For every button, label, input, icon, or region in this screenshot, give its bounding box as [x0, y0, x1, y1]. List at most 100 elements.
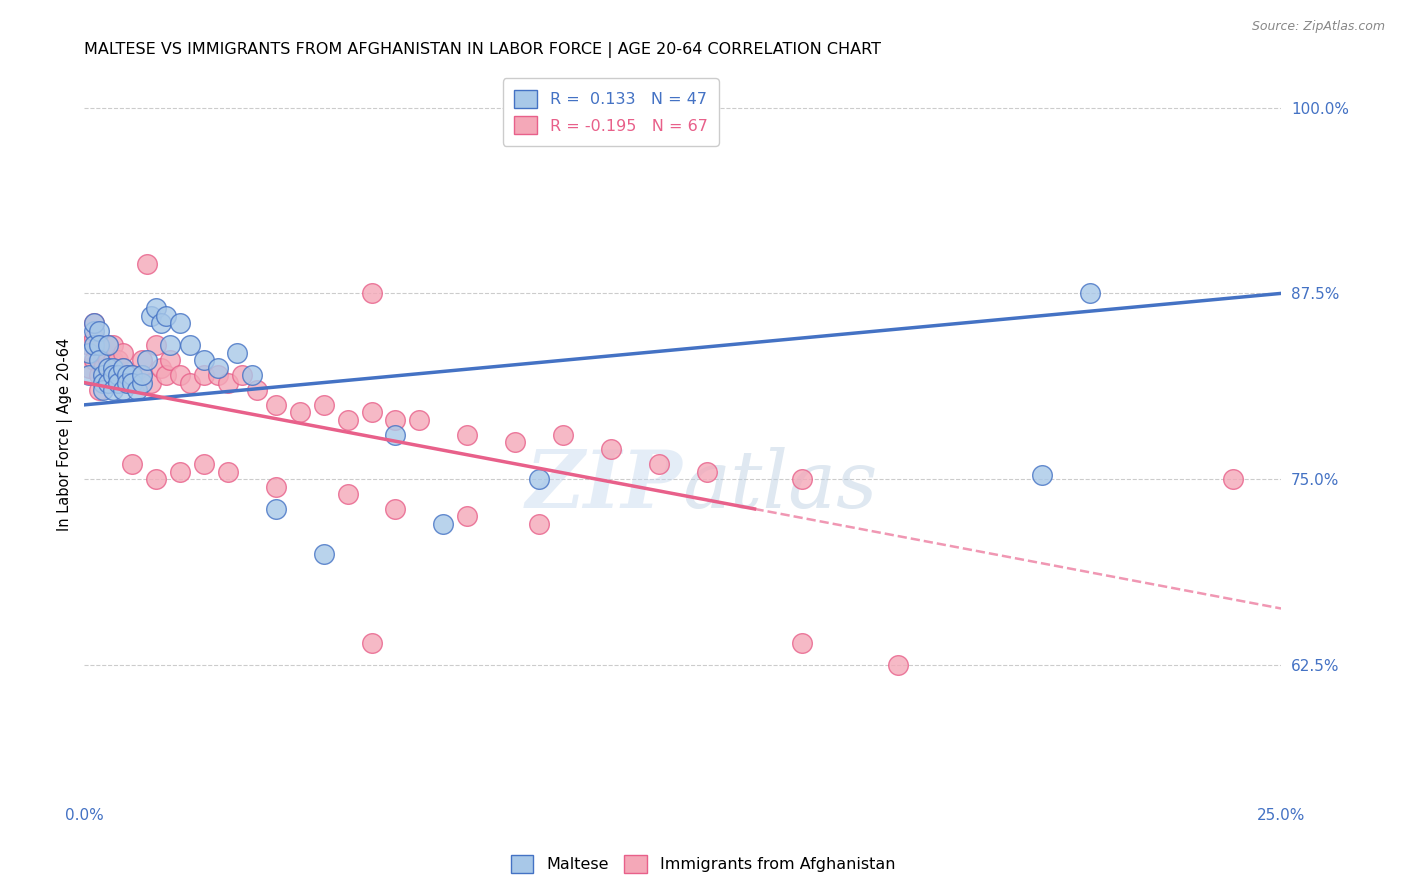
Point	[97, 338, 120, 352]
Point	[193, 353, 215, 368]
Point	[207, 368, 229, 383]
Point	[360, 405, 382, 419]
Point	[141, 309, 163, 323]
Point	[111, 346, 134, 360]
Point	[125, 383, 148, 397]
Point	[169, 316, 191, 330]
Point	[101, 383, 124, 397]
Point	[77, 338, 100, 352]
Point	[97, 353, 120, 368]
Point	[145, 338, 167, 352]
Point	[101, 360, 124, 375]
Point	[135, 353, 157, 368]
Point	[288, 405, 311, 419]
Point	[155, 368, 177, 383]
Point	[117, 376, 139, 390]
Point	[135, 257, 157, 271]
Point	[131, 368, 153, 383]
Point	[83, 331, 105, 345]
Point	[87, 338, 110, 352]
Point	[384, 427, 406, 442]
Point	[117, 368, 139, 383]
Point	[121, 376, 143, 390]
Point	[336, 413, 359, 427]
Point	[107, 368, 129, 383]
Point	[264, 398, 287, 412]
Point	[131, 353, 153, 368]
Point	[93, 383, 115, 397]
Point	[107, 353, 129, 368]
Point	[83, 338, 105, 352]
Text: ZIP: ZIP	[526, 447, 683, 524]
Point	[193, 458, 215, 472]
Point	[179, 338, 201, 352]
Point	[117, 368, 139, 383]
Point	[97, 360, 120, 375]
Point	[527, 516, 550, 531]
Point	[527, 472, 550, 486]
Point	[193, 368, 215, 383]
Text: atlas: atlas	[683, 447, 879, 524]
Point	[87, 353, 110, 368]
Point	[696, 465, 718, 479]
Point	[1078, 286, 1101, 301]
Point	[648, 458, 671, 472]
Y-axis label: In Labor Force | Age 20-64: In Labor Force | Age 20-64	[58, 338, 73, 532]
Point	[179, 376, 201, 390]
Point	[149, 360, 172, 375]
Point	[121, 368, 143, 383]
Point	[240, 368, 263, 383]
Point	[121, 376, 143, 390]
Legend: Maltese, Immigrants from Afghanistan: Maltese, Immigrants from Afghanistan	[505, 848, 901, 880]
Legend: R =  0.133   N = 47, R = -0.195   N = 67: R = 0.133 N = 47, R = -0.195 N = 67	[503, 78, 718, 145]
Point	[101, 368, 124, 383]
Point	[159, 353, 181, 368]
Text: MALTESE VS IMMIGRANTS FROM AFGHANISTAN IN LABOR FORCE | AGE 20-64 CORRELATION CH: MALTESE VS IMMIGRANTS FROM AFGHANISTAN I…	[84, 42, 882, 58]
Point	[432, 516, 454, 531]
Point	[101, 338, 124, 352]
Point	[93, 360, 115, 375]
Point	[97, 368, 120, 383]
Point	[101, 368, 124, 383]
Point	[226, 346, 249, 360]
Point	[87, 324, 110, 338]
Point	[336, 487, 359, 501]
Point	[87, 368, 110, 383]
Point	[145, 472, 167, 486]
Point	[111, 383, 134, 397]
Point	[264, 502, 287, 516]
Point	[111, 360, 134, 375]
Point	[149, 316, 172, 330]
Point	[217, 465, 239, 479]
Point	[93, 353, 115, 368]
Point	[503, 435, 526, 450]
Point	[77, 346, 100, 360]
Point	[97, 338, 120, 352]
Point	[456, 509, 478, 524]
Point	[87, 338, 110, 352]
Point	[121, 458, 143, 472]
Point	[83, 316, 105, 330]
Point	[111, 360, 134, 375]
Point	[93, 368, 115, 383]
Point	[83, 353, 105, 368]
Point	[83, 316, 105, 330]
Point	[141, 376, 163, 390]
Point	[217, 376, 239, 390]
Point	[1222, 472, 1244, 486]
Point	[101, 353, 124, 368]
Point	[312, 547, 335, 561]
Point	[93, 346, 115, 360]
Point	[792, 472, 814, 486]
Point	[131, 368, 153, 383]
Point	[77, 368, 100, 383]
Point	[145, 301, 167, 316]
Point	[107, 360, 129, 375]
Point	[77, 360, 100, 375]
Point	[246, 383, 269, 397]
Point	[231, 368, 253, 383]
Point	[384, 502, 406, 516]
Point	[408, 413, 430, 427]
Point	[97, 376, 120, 390]
Point	[83, 324, 105, 338]
